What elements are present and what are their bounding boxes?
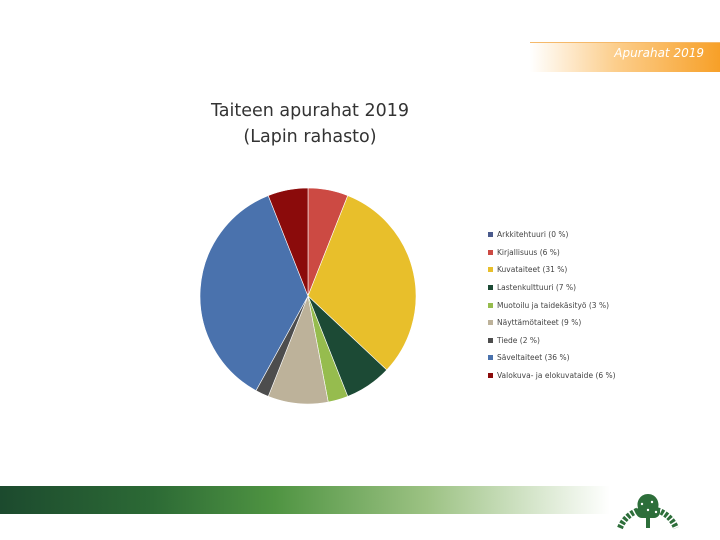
legend-label: Kuvataiteet (31 %) xyxy=(497,265,568,275)
pie-slice-8 xyxy=(267,187,309,297)
legend-label: Lastenkulttuuri (7 %) xyxy=(497,283,577,293)
pie-slice-2 xyxy=(307,195,417,371)
legend-label: Tiede (2 %) xyxy=(497,335,540,345)
legend-label: Säveltaiteet (36 %) xyxy=(497,353,570,363)
legend-item: Valokuva- ja elokuvataide (6 %) xyxy=(488,367,616,385)
legend-item: Lastenkulttuuri (7 %) xyxy=(488,279,616,297)
legend-label: Arkkitehtuuri (0 %) xyxy=(497,230,569,240)
pie-slice-7 xyxy=(199,195,309,392)
legend-swatch xyxy=(488,285,493,291)
legend-item: Säveltaiteet (36 %) xyxy=(488,349,616,367)
legend-item: Muotoilu ja taidekäsityö (3 %) xyxy=(488,296,616,314)
footer-band xyxy=(0,486,610,514)
legend-swatch xyxy=(488,337,493,343)
legend-swatch xyxy=(488,373,493,379)
legend-item: Kirjallisuus (6 %) xyxy=(488,244,616,262)
legend-item: Näyttämötaiteet (9 %) xyxy=(488,314,616,332)
legend-item: Tiede (2 %) xyxy=(488,332,616,350)
legend-label: Muotoilu ja taidekäsityö (3 %) xyxy=(497,300,609,310)
foundation-logo xyxy=(617,494,679,530)
chart-title: Taiteen apurahat 2019 (Lapin rahasto) xyxy=(190,98,430,150)
legend-swatch xyxy=(488,232,493,238)
legend-item: Arkkitehtuuri (0 %) xyxy=(488,226,616,244)
header-rule xyxy=(530,42,720,43)
legend-swatch xyxy=(488,302,493,308)
legend-swatch xyxy=(488,355,493,361)
legend-item: Kuvataiteet (31 %) xyxy=(488,261,616,279)
legend-label: Kirjallisuus (6 %) xyxy=(497,247,560,257)
legend-swatch xyxy=(488,249,493,255)
header-title: Apurahat 2019 xyxy=(614,46,704,60)
legend-swatch xyxy=(488,267,493,273)
chart-legend: Arkkitehtuuri (0 %) Kirjallisuus (6 %) Kuv… xyxy=(488,226,616,384)
legend-label: Näyttämötaiteet (9 %) xyxy=(497,318,582,328)
chart-title-line-2: (Lapin rahasto) xyxy=(243,127,377,147)
legend-label: Valokuva- ja elokuvataide (6 %) xyxy=(497,371,616,381)
header-band: Apurahat 2019 xyxy=(530,42,720,72)
chart-title-line-1: Taiteen apurahat 2019 xyxy=(210,101,410,121)
legend-swatch xyxy=(488,320,493,326)
